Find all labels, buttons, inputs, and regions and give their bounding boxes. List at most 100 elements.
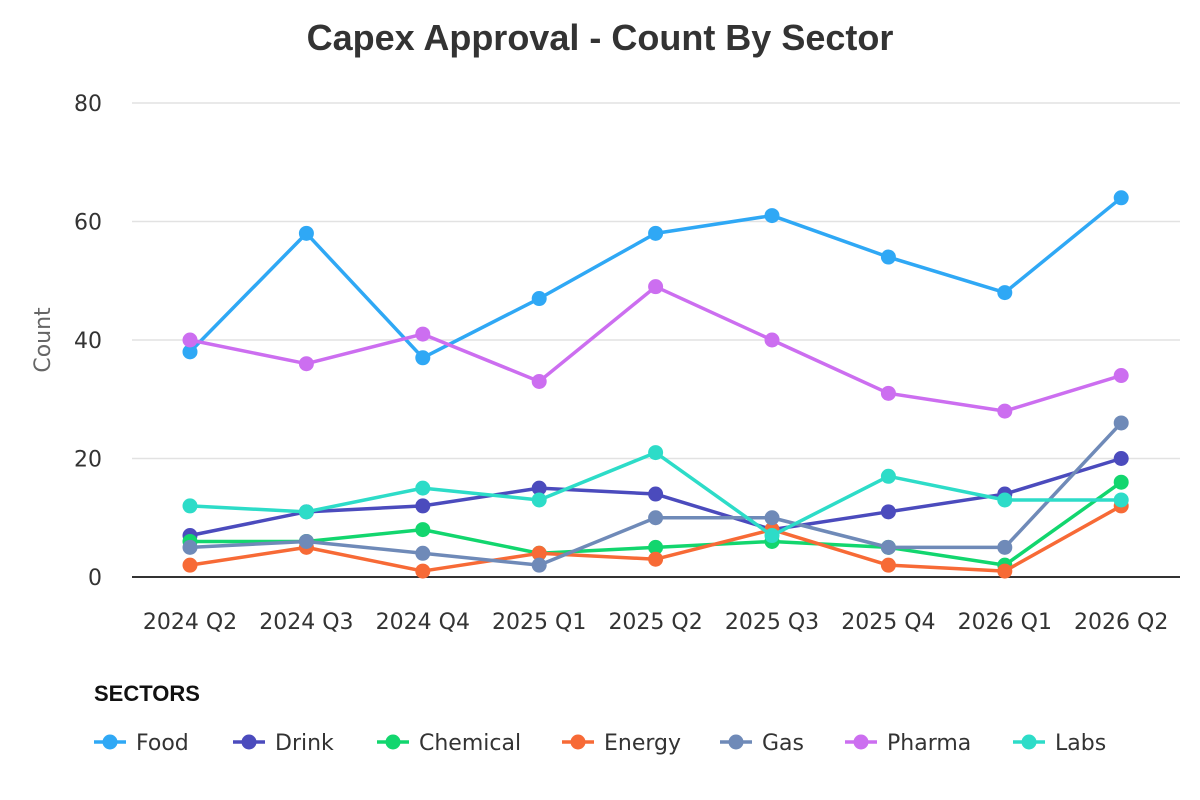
data-point xyxy=(648,551,664,567)
data-point xyxy=(1113,368,1129,384)
data-point xyxy=(648,510,664,526)
data-point xyxy=(997,285,1013,301)
y-tick-label: 40 xyxy=(74,329,102,354)
legend-label: Chemical xyxy=(419,731,521,756)
x-tick-label: 2026 Q1 xyxy=(958,610,1052,635)
series-gas xyxy=(182,415,1129,573)
legend-swatch-marker xyxy=(241,734,257,750)
data-point xyxy=(648,279,664,295)
legend-label: Gas xyxy=(762,731,804,756)
data-point xyxy=(1113,415,1129,431)
data-point xyxy=(182,332,198,348)
x-tick-label: 2025 Q4 xyxy=(841,610,935,635)
data-point xyxy=(415,326,431,342)
data-point xyxy=(648,225,664,241)
legend-item: Food xyxy=(94,731,189,756)
data-point xyxy=(531,492,547,508)
data-point xyxy=(531,557,547,573)
data-point xyxy=(880,249,896,265)
y-axis-label: Count xyxy=(31,307,56,373)
data-point xyxy=(182,344,198,360)
data-point xyxy=(415,498,431,514)
gridlines xyxy=(132,102,1180,578)
data-point xyxy=(880,468,896,484)
y-tick-label: 20 xyxy=(74,448,102,473)
y-axis-ticks: 0 20 40 60 80 xyxy=(74,92,102,591)
legend-swatch-marker xyxy=(728,734,744,750)
data-point xyxy=(1113,190,1129,206)
y-tick-label: 60 xyxy=(74,211,102,236)
data-point xyxy=(415,522,431,538)
legend-swatch-marker xyxy=(102,734,118,750)
data-point xyxy=(1113,474,1129,490)
data-point xyxy=(997,403,1013,419)
legend-item: Pharma xyxy=(845,731,971,756)
data-point xyxy=(531,291,547,307)
legend-swatch-marker xyxy=(1021,734,1037,750)
legend-swatch-marker xyxy=(570,734,586,750)
data-point xyxy=(648,539,664,555)
data-point xyxy=(880,539,896,555)
data-point xyxy=(880,557,896,573)
data-point xyxy=(997,563,1013,579)
series-pharma xyxy=(182,279,1129,419)
legend-label: Energy xyxy=(604,731,681,756)
y-tick-label: 0 xyxy=(88,566,102,591)
x-tick-label: 2024 Q4 xyxy=(376,610,470,635)
data-point xyxy=(764,528,780,544)
legend-label: Labs xyxy=(1055,731,1106,756)
legend-label: Food xyxy=(136,731,189,756)
data-point xyxy=(648,486,664,502)
data-point xyxy=(182,539,198,555)
y-tick-label: 80 xyxy=(74,92,102,117)
data-point xyxy=(415,480,431,496)
data-point xyxy=(531,545,547,561)
data-point xyxy=(997,539,1013,555)
legend-label: Pharma xyxy=(887,731,971,756)
legend-title: SECTORS xyxy=(94,681,200,706)
legend-item: Labs xyxy=(1013,731,1106,756)
x-tick-label: 2025 Q3 xyxy=(725,610,819,635)
data-point xyxy=(298,356,314,372)
legend-item: Drink xyxy=(233,731,334,756)
series-group xyxy=(182,190,1129,579)
x-tick-label: 2026 Q2 xyxy=(1074,610,1168,635)
data-point xyxy=(997,492,1013,508)
data-point xyxy=(298,533,314,549)
data-point xyxy=(1113,492,1129,508)
legend-item: Energy xyxy=(562,731,681,756)
data-point xyxy=(764,510,780,526)
series-line xyxy=(188,284,1123,413)
legend-swatch-marker xyxy=(853,734,869,750)
legend-item: Gas xyxy=(720,731,804,756)
series-labs xyxy=(182,445,1129,544)
data-point xyxy=(415,350,431,366)
data-point xyxy=(298,504,314,520)
legend-swatch-marker xyxy=(385,734,401,750)
data-point xyxy=(182,557,198,573)
data-point xyxy=(1113,451,1129,466)
data-point xyxy=(764,332,780,348)
data-point xyxy=(648,445,664,461)
series-food xyxy=(182,190,1129,366)
x-tick-label: 2024 Q2 xyxy=(143,610,237,635)
data-point xyxy=(182,498,198,514)
chart-title: Capex Approval - Count By Sector xyxy=(307,17,894,58)
x-tick-label: 2025 Q1 xyxy=(492,610,586,635)
data-point xyxy=(298,225,314,241)
data-point xyxy=(531,480,547,496)
data-point xyxy=(764,208,780,224)
legend-label: Drink xyxy=(275,731,334,756)
x-tick-label: 2025 Q2 xyxy=(608,610,702,635)
legend: Food Drink Chemical Energy Gas Pharma Labs xyxy=(94,731,1106,756)
data-point xyxy=(415,545,431,561)
x-axis-ticks: 2024 Q2 2024 Q3 2024 Q4 2025 Q1 2025 Q2 2025 … xyxy=(143,610,1168,635)
legend-item: Chemical xyxy=(377,731,521,756)
data-point xyxy=(415,563,431,579)
data-point xyxy=(880,385,896,401)
x-tick-label: 2024 Q3 xyxy=(259,610,353,635)
data-point xyxy=(880,504,896,520)
data-point xyxy=(531,373,547,389)
